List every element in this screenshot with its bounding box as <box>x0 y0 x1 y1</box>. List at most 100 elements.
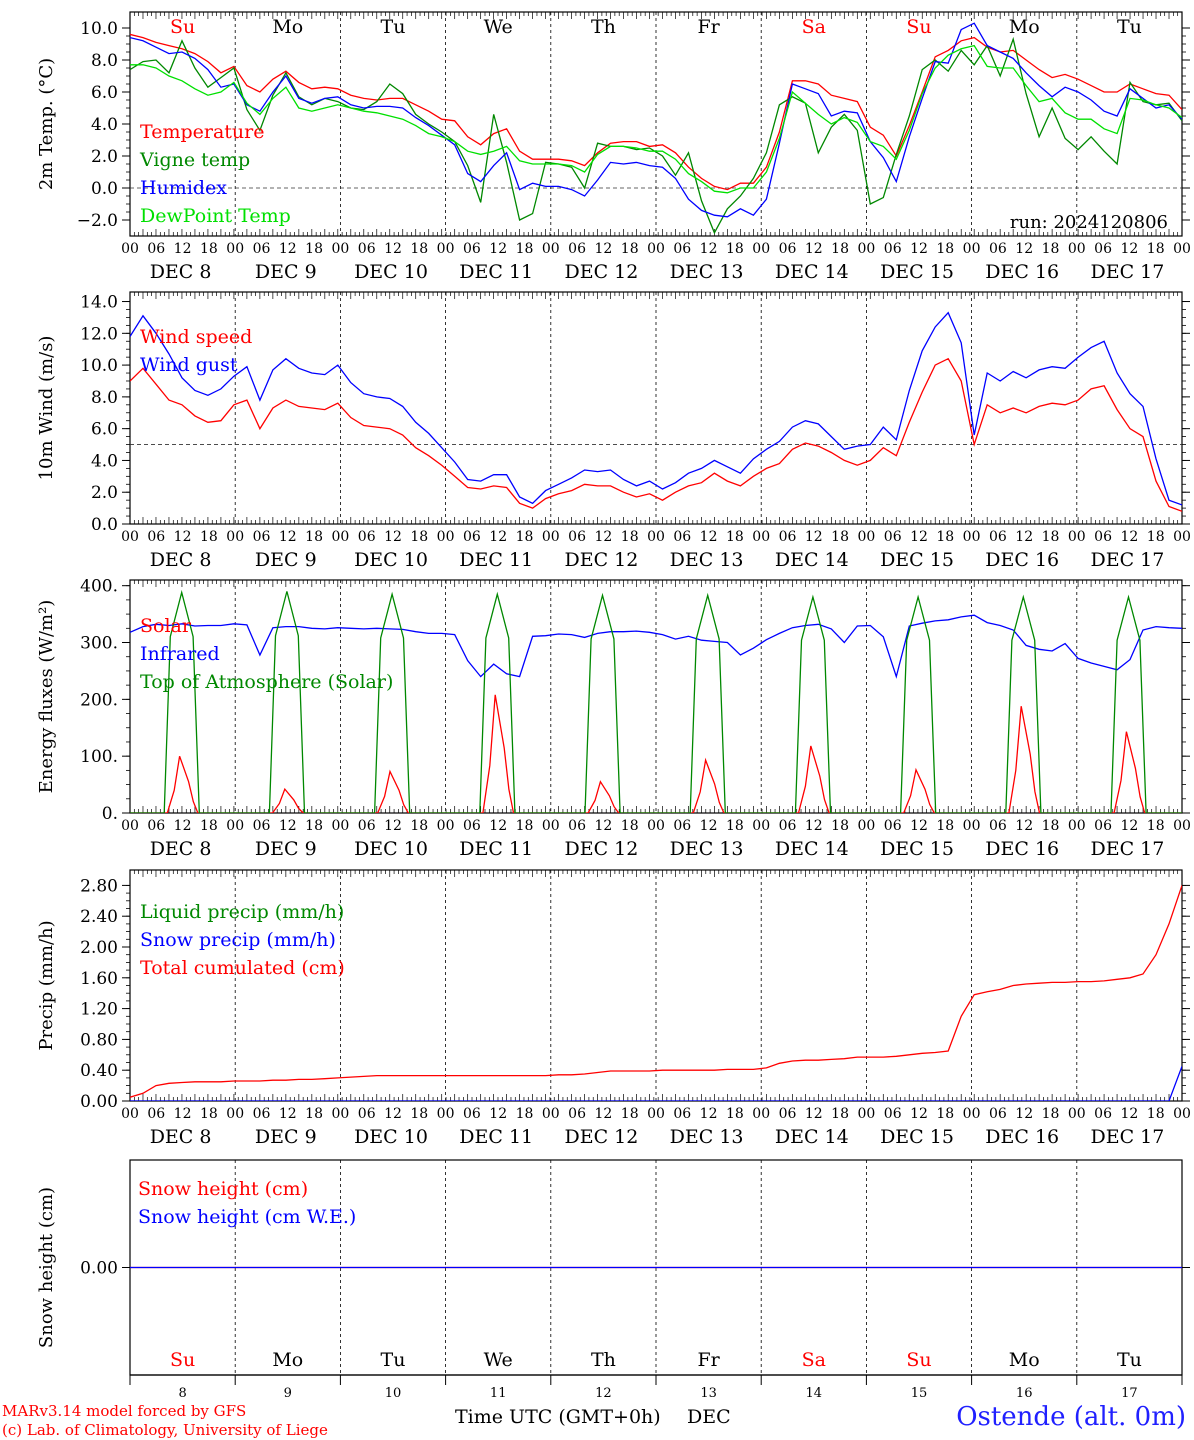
hour-label: 00 <box>752 529 770 545</box>
hour-label: 12 <box>1015 1106 1033 1122</box>
date-label: DEC 10 <box>354 261 428 283</box>
hour-label: 06 <box>253 529 271 545</box>
hour-label: 18 <box>410 1106 428 1122</box>
y-tick-label: 4.0 <box>91 115 118 135</box>
hour-label: 18 <box>621 529 639 545</box>
hour-label: 18 <box>410 241 428 257</box>
legend-entry: Wind gust <box>140 354 238 376</box>
panel-2: 0.0 2.0 4.0 6.0 8.0 10.0 12.0 14.0 10m Wind (m/s… <box>36 291 1191 571</box>
hour-label: 12 <box>174 818 192 834</box>
hour-label: 12 <box>594 1106 612 1122</box>
hour-label: 00 <box>1068 818 1086 834</box>
hour-label: 12 <box>805 818 823 834</box>
weekday-label: Sa <box>802 1349 826 1371</box>
date-label: DEC 14 <box>775 549 849 571</box>
hour-label: 18 <box>200 818 218 834</box>
series-line-dewpoint-temp <box>130 44 1182 194</box>
date-label: DEC 10 <box>354 549 428 571</box>
hour-label: 06 <box>673 818 691 834</box>
y-tick-label: 1.20 <box>80 1000 118 1020</box>
hour-label: 12 <box>1120 1106 1138 1122</box>
panel-4: 0.00 0.40 0.80 1.20 1.60 2.00 2.40 2.80 Precip (… <box>36 869 1191 1148</box>
hour-label: 06 <box>253 818 271 834</box>
day-number-label: 8 <box>178 1386 186 1401</box>
hour-label: 18 <box>831 1106 849 1122</box>
series-group <box>130 589 1182 813</box>
legend-entry: Top of Atmosphere (Solar) <box>140 671 393 693</box>
date-label: DEC 15 <box>880 549 954 571</box>
y-tick-label: 8.0 <box>91 388 118 408</box>
day-number-label: 12 <box>595 1386 612 1401</box>
weekday-label: Tu <box>1117 16 1142 38</box>
hour-label: 00 <box>963 818 981 834</box>
hour-label: 00 <box>857 818 875 834</box>
hour-label: 00 <box>437 529 455 545</box>
hour-label: 00 <box>647 818 665 834</box>
hour-label: 00 <box>752 241 770 257</box>
hour-label: 18 <box>936 1106 954 1122</box>
hour-label: 12 <box>910 1106 928 1122</box>
hour-label: 18 <box>516 529 534 545</box>
run-annotation: run: 2024120806 <box>1010 212 1168 233</box>
y-tick-label: 0.00 <box>80 1259 118 1279</box>
series-line-solar <box>130 694 1182 813</box>
weekday-label: Su <box>906 16 931 38</box>
hour-label: 12 <box>279 529 297 545</box>
date-label: DEC 14 <box>775 1126 849 1148</box>
day-number-label: 13 <box>700 1386 717 1401</box>
date-label: DEC 16 <box>985 261 1059 283</box>
legend-entry: Temperature <box>140 121 264 143</box>
weekday-label: Mo <box>1009 1349 1040 1371</box>
hour-label: 12 <box>1120 241 1138 257</box>
hour-label: 06 <box>884 529 902 545</box>
hour-label: 06 <box>358 241 376 257</box>
hour-label: 18 <box>305 1106 323 1122</box>
weekday-label: Th <box>591 1349 616 1371</box>
hour-label: 06 <box>147 241 165 257</box>
hour-label: 00 <box>857 529 875 545</box>
y-tick-label: 0.40 <box>80 1061 118 1081</box>
hour-label: 18 <box>1147 1106 1165 1122</box>
date-label: DEC 9 <box>255 261 317 283</box>
date-label: DEC 13 <box>670 838 744 860</box>
series-line-temperature <box>130 33 1182 191</box>
series-line-infrared <box>130 614 1182 679</box>
hour-label: 18 <box>1042 1106 1060 1122</box>
hour-label: 06 <box>463 818 481 834</box>
day-number-label: 11 <box>490 1386 507 1401</box>
hour-label: 12 <box>910 529 928 545</box>
hour-label: 00 <box>121 529 139 545</box>
series-line-wind-gust <box>130 311 1182 506</box>
legend-entry: Snow height (cm W.E.) <box>138 1206 356 1228</box>
hour-label: 12 <box>594 241 612 257</box>
weekday-label: We <box>484 1349 513 1371</box>
date-label: DEC 17 <box>1090 261 1164 283</box>
y-axis-label: 2m Temp. (°C) <box>36 58 57 190</box>
date-label: DEC 9 <box>255 1126 317 1148</box>
hour-label: 12 <box>489 1106 507 1122</box>
hour-label: 18 <box>936 818 954 834</box>
hour-label: 00 <box>226 529 244 545</box>
hour-label: 00 <box>437 1106 455 1122</box>
hour-label: 18 <box>305 818 323 834</box>
hour-label: 06 <box>1094 241 1112 257</box>
hour-label: 00 <box>1068 241 1086 257</box>
y-axis-label: 10m Wind (m/s) <box>36 336 57 481</box>
date-label: DEC 10 <box>354 1126 428 1148</box>
hour-label: 00 <box>331 529 349 545</box>
hour-label: 18 <box>410 818 428 834</box>
hour-label: 12 <box>700 241 718 257</box>
y-tick-label: 0.00 <box>80 1092 118 1112</box>
y-tick-label: 0.0 <box>91 179 118 199</box>
date-label: DEC 11 <box>459 838 533 860</box>
hour-label: 18 <box>516 241 534 257</box>
legend-entry: Infrared <box>140 643 220 665</box>
series-line-total-cumulated-cm- <box>130 885 1182 1098</box>
hour-label: 06 <box>147 529 165 545</box>
weekday-label: Sa <box>802 16 826 38</box>
series-group <box>130 885 1182 1101</box>
hour-label: 12 <box>700 818 718 834</box>
hour-label: 00 <box>542 529 560 545</box>
